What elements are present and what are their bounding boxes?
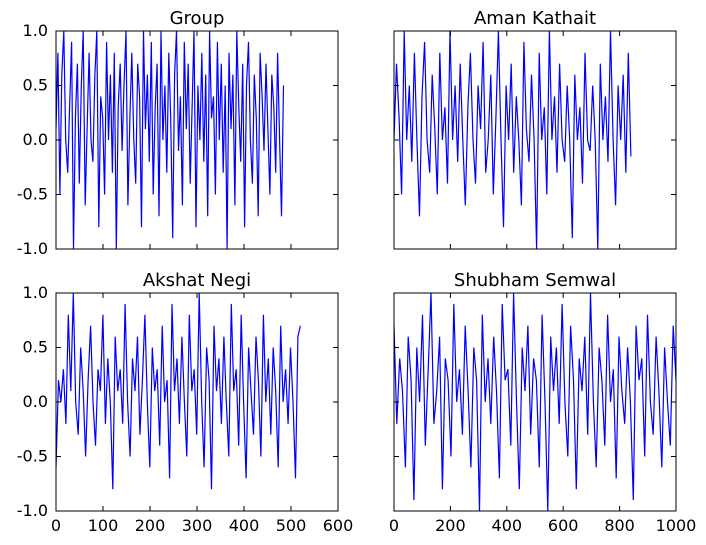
series-line xyxy=(394,293,676,511)
subplot-title: Akshat Negi xyxy=(143,270,251,291)
x-tick-label: 300 xyxy=(182,516,213,535)
subplot-title: Aman Kathait xyxy=(474,8,596,29)
y-tick-label: -1.0 xyxy=(17,501,48,520)
y-tick-label: -0.5 xyxy=(17,185,48,204)
series-line xyxy=(56,31,285,249)
y-tick-label: 1.0 xyxy=(23,21,48,40)
x-tick-label: 100 xyxy=(88,516,119,535)
x-tick-label: 400 xyxy=(229,516,260,535)
series-line xyxy=(394,31,632,249)
x-tick-label: 0 xyxy=(51,516,61,535)
x-tick-label: 0 xyxy=(389,516,399,535)
x-tick-label: 600 xyxy=(548,516,579,535)
x-tick-label: 400 xyxy=(492,516,523,535)
x-tick-label: 200 xyxy=(435,516,466,535)
x-tick-label: 600 xyxy=(323,516,354,535)
y-tick-label: 0.0 xyxy=(23,130,48,149)
x-tick-label: 800 xyxy=(604,516,635,535)
y-tick-label: -0.5 xyxy=(17,447,48,466)
series-line xyxy=(56,293,301,490)
x-tick-label: 200 xyxy=(135,516,166,535)
y-tick-label: 0.5 xyxy=(23,338,48,357)
subplot-title: Group xyxy=(170,8,225,29)
x-tick-label: 500 xyxy=(276,516,307,535)
y-tick-label: 0.0 xyxy=(23,392,48,411)
y-tick-label: 0.5 xyxy=(23,76,48,95)
subplot-title: Shubham Semwal xyxy=(454,270,616,291)
axes-frame xyxy=(393,30,677,250)
y-tick-label: 1.0 xyxy=(23,283,48,302)
subplot-akshat-negi: Akshat Negi -1.0 -0.5 0.0 0.5 1.0 0 100 200 300 40… xyxy=(17,270,353,535)
subplot-shubham-semwal: Shubham Semwal 0 200 400 600 800 1000 xyxy=(389,270,696,535)
x-tick-label: 1000 xyxy=(656,516,697,535)
y-tick-label: -1.0 xyxy=(17,239,48,258)
subplot-group: Group -1.0 -0.5 0.0 0.5 1.0 xyxy=(17,8,339,258)
subplot-aman-kathait: Aman Kathait xyxy=(393,8,677,250)
